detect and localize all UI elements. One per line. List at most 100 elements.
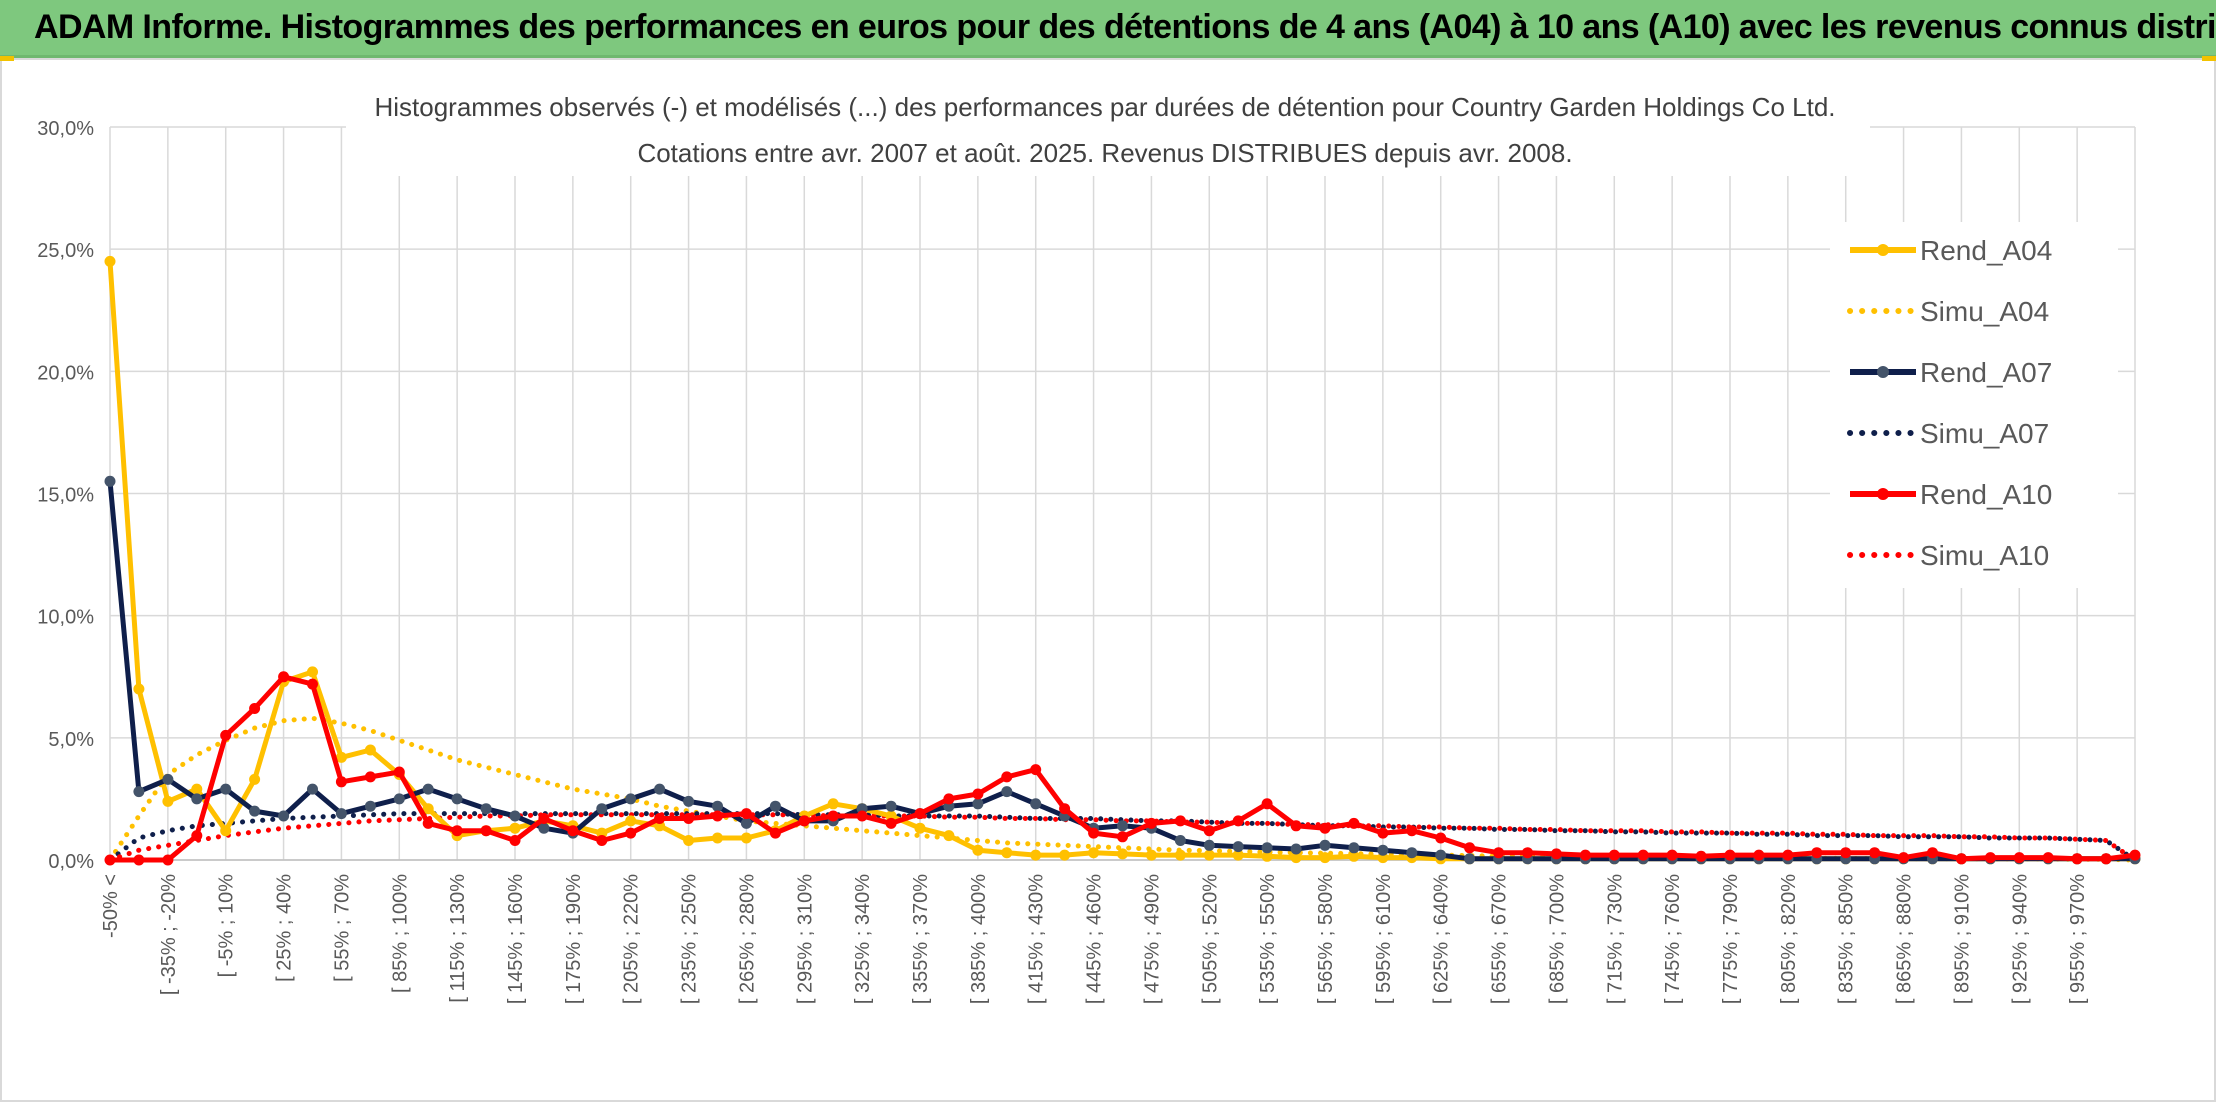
point-rend-a04: [1290, 852, 1302, 864]
x-tick-label: -50% <: [100, 874, 122, 938]
y-axis-ticks: 0,0% 5,0% 10,0% 15,0% 20,0% 25,0% 30,0%: [37, 118, 94, 873]
point-rend-a10: [943, 793, 955, 805]
point-rend-a10: [1290, 820, 1302, 832]
point-rend-a04: [104, 255, 116, 267]
point-rend-a10: [1203, 825, 1215, 837]
point-rend-a10: [1030, 764, 1042, 776]
point-rend-a07: [683, 795, 695, 807]
x-tick-label: [ 475% ; 490%: [1141, 874, 1163, 1004]
point-rend-a07: [1117, 820, 1128, 832]
point-rend-a10: [191, 830, 203, 842]
y-tick-label: 15,0%: [37, 485, 94, 507]
point-rend-a10: [625, 827, 637, 839]
point-rend-a04: [1030, 849, 1042, 861]
point-rend-a04: [1145, 849, 1157, 861]
point-rend-a10: [1811, 847, 1823, 859]
point-rend-a10: [1695, 850, 1707, 862]
point-rend-a04: [1348, 850, 1360, 862]
point-rend-a04: [712, 832, 723, 844]
y-tick-label: 0,0%: [48, 851, 94, 873]
point-rend-a04: [1059, 849, 1071, 861]
point-rend-a10: [1608, 849, 1620, 861]
point-rend-a10: [1435, 832, 1447, 844]
point-rend-a04: [625, 815, 637, 827]
x-tick-label: [ 25% ; 40%: [274, 874, 296, 982]
point-rend-a04: [133, 683, 145, 695]
y-tick-label: 10,0%: [37, 607, 94, 629]
point-rend-a10: [1782, 849, 1794, 861]
point-rend-a04: [422, 803, 434, 815]
point-rend-a10: [1550, 848, 1562, 860]
point-rend-a07: [249, 805, 261, 817]
point-rend-a07: [1001, 786, 1013, 798]
point-rend-a10: [1001, 771, 1013, 783]
point-rend-a10: [538, 813, 550, 824]
legend-backdrop: [1830, 222, 2118, 588]
point-rend-a07: [220, 783, 232, 795]
point-rend-a10: [133, 854, 145, 866]
point-rend-a07: [335, 808, 347, 820]
legend-label-simu-a10: Simu_A10: [1920, 540, 2049, 571]
legend: Rend_A04 Simu_A04 Rend_A07 Simu_A07 Rend_A10…: [1847, 235, 2052, 571]
point-rend-a10: [567, 825, 579, 837]
x-tick-label: [ 505% ; 520%: [1199, 874, 1221, 1004]
point-rend-a07: [538, 822, 550, 834]
report-title: ADAM Informe. Histogrammes des performan…: [34, 8, 2216, 46]
x-tick-label: [ 775% ; 790%: [1720, 874, 1742, 1004]
point-rend-a04: [1001, 847, 1013, 859]
x-tick-label: [ 655% ; 670%: [1489, 874, 1511, 1004]
point-rend-a10: [1955, 853, 1967, 865]
legend-marker-rend-a04: [1877, 244, 1889, 256]
point-rend-a07: [393, 793, 405, 805]
x-tick-label: [ 325% ; 340%: [852, 874, 874, 1004]
point-rend-a10: [422, 817, 434, 829]
point-rend-a10: [1464, 842, 1476, 854]
point-rend-a07: [972, 798, 984, 810]
point-rend-a04: [1203, 849, 1215, 861]
point-rend-a07: [104, 475, 116, 487]
point-rend-a07: [1030, 798, 1042, 810]
legend-label-simu-a04: Simu_A04: [1920, 296, 2049, 327]
x-tick-label: [ 565% ; 580%: [1315, 874, 1337, 1004]
point-rend-a10: [104, 854, 116, 866]
point-rend-a07: [885, 800, 897, 812]
point-rend-a07: [422, 783, 434, 795]
point-rend-a07: [1174, 835, 1186, 846]
point-rend-a10: [1666, 849, 1678, 861]
point-rend-a10: [480, 825, 492, 837]
x-tick-label: [ 895% ; 910%: [1951, 874, 1973, 1004]
point-rend-a07: [1348, 842, 1360, 854]
point-rend-a10: [162, 854, 174, 866]
point-rend-a10: [1261, 798, 1273, 810]
point-rend-a10: [1637, 849, 1649, 861]
point-rend-a10: [798, 815, 810, 827]
point-rend-a10: [1377, 827, 1389, 839]
legend-label-rend-a07: Rend_A07: [1920, 357, 2052, 388]
point-rend-a10: [1145, 817, 1157, 829]
y-tick-label: 30,0%: [37, 118, 94, 140]
x-tick-label: [ 205% ; 220%: [621, 874, 643, 1004]
point-rend-a10: [1493, 847, 1505, 859]
x-tick-label: [ 235% ; 250%: [679, 874, 701, 1004]
point-rend-a07: [625, 793, 637, 805]
point-rend-a10: [249, 703, 261, 714]
x-tick-label: [ 955% ; 970%: [2067, 874, 2089, 1004]
point-rend-a10: [972, 788, 984, 800]
point-rend-a10: [1984, 852, 1996, 864]
point-rend-a04: [307, 666, 318, 678]
point-rend-a10: [1898, 852, 1910, 864]
x-tick-label: [ 715% ; 730%: [1604, 874, 1626, 1004]
point-rend-a04: [827, 798, 839, 810]
point-rend-a07: [133, 786, 145, 798]
point-rend-a10: [335, 776, 347, 788]
point-rend-a07: [364, 800, 376, 812]
x-tick-label: [ 145% ; 160%: [505, 874, 527, 1004]
x-tick-label: [ 115% ; 130%: [447, 874, 469, 1003]
point-rend-a07: [596, 803, 608, 815]
point-rend-a10: [1927, 847, 1938, 859]
legend-label-rend-a04: Rend_A04: [1920, 235, 2052, 266]
point-rend-a10: [856, 810, 868, 822]
point-rend-a10: [1088, 827, 1100, 839]
point-rend-a10: [451, 825, 463, 837]
point-rend-a04: [220, 825, 232, 837]
